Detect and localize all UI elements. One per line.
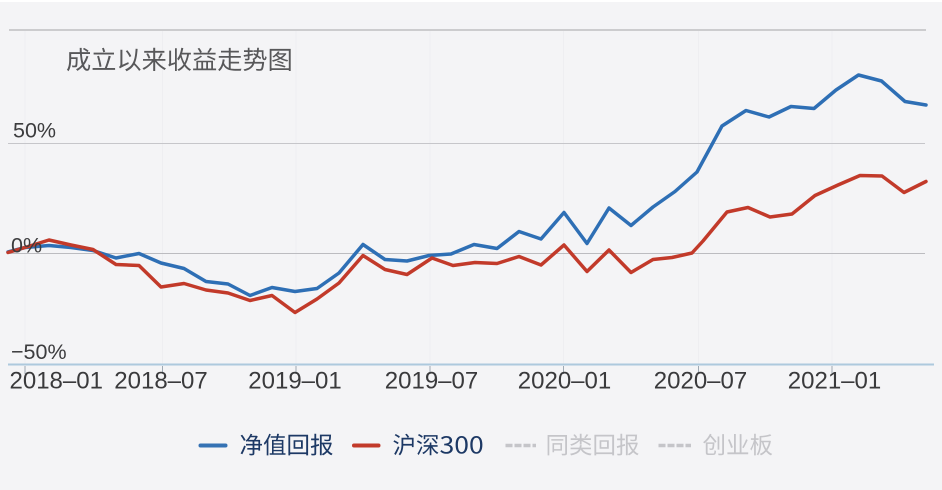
svg-text:0%: 0% [11,234,42,258]
svg-text:2020–01: 2020–01 [518,368,611,395]
svg-text:2018–07: 2018–07 [114,368,207,395]
svg-text:2020–07: 2020–07 [654,368,747,395]
svg-text:2019–01: 2019–01 [248,368,341,395]
svg-text:−50%: −50% [11,340,67,364]
svg-text:2019–07: 2019–07 [385,368,478,395]
svg-text:50%: 50% [13,119,56,143]
svg-text:2021–01: 2021–01 [788,368,881,395]
svg-text:2018–01: 2018–01 [10,368,103,395]
